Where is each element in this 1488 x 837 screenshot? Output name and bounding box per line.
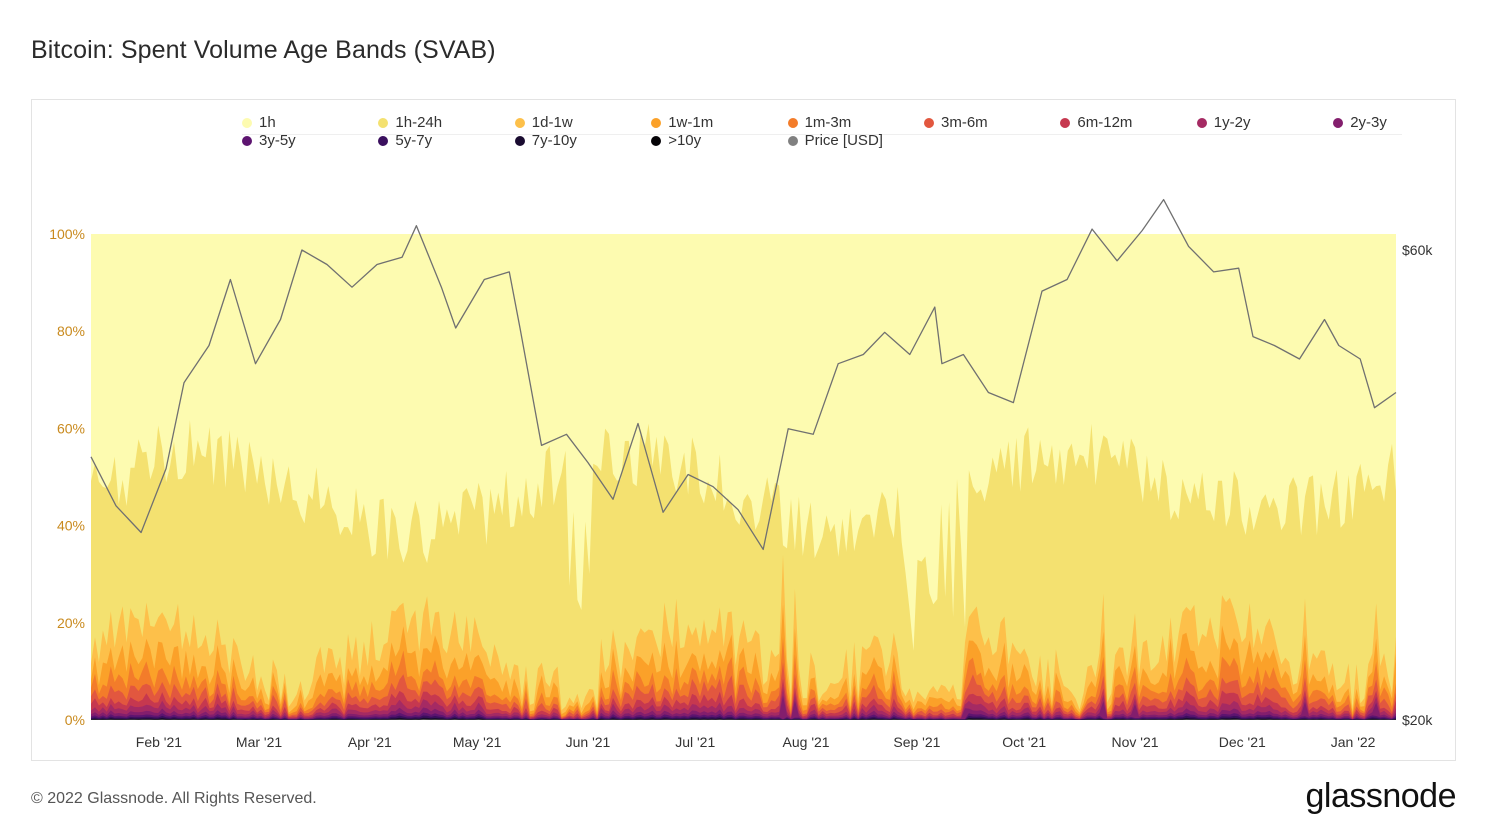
legend-item-7[interactable]: 6m-12m [1060, 114, 1132, 131]
legend-item-8[interactable]: 1y-2y [1196, 114, 1251, 131]
x-tick: Apr '21 [348, 734, 392, 750]
legend-item-1[interactable]: 1h [242, 114, 276, 131]
y-tick-right: $20k [1402, 712, 1433, 728]
y-tick-right: $60k [1402, 242, 1433, 258]
legend-label: 1d-1w [531, 114, 573, 131]
price-line [90, 198, 1397, 551]
legend-dot [787, 117, 798, 128]
legend-dot [378, 117, 389, 128]
legend-dot [514, 135, 525, 146]
x-tick: Jul '21 [675, 734, 715, 750]
legend-label: 1m-3m [804, 114, 852, 131]
legend-item-11[interactable]: 5y-7y [378, 132, 432, 149]
legend-dot [651, 117, 662, 128]
legend: 1h 1h-24h 1d-1w 1w-1m 1m-3m 3m-6m 6m-12m 1y-2y 2… [242, 114, 1402, 154]
x-tick: Jan '22 [1331, 734, 1376, 750]
x-tick: Jun '21 [566, 734, 611, 750]
copyright: © 2022 Glassnode. All Rights Reserved. [31, 790, 317, 807]
x-tick: Dec '21 [1219, 734, 1266, 750]
y-tick-left: 60% [57, 420, 85, 436]
x-tick: May '21 [453, 734, 502, 750]
legend-label: 1y-2y [1213, 114, 1251, 131]
legend-dot [514, 117, 525, 128]
legend-item-10[interactable]: 3y-5y [242, 132, 296, 149]
legend-label: 2y-3y [1350, 114, 1387, 131]
legend-label: 3m-6m [941, 114, 988, 131]
legend-dot [242, 135, 252, 146]
chart-title: Bitcoin: Spent Volume Age Bands (SVAB) [31, 36, 496, 64]
y-tick-left: 20% [57, 615, 85, 631]
y-tick-left: 0% [65, 712, 85, 728]
x-tick: Feb '21 [136, 734, 182, 750]
plot-area [90, 198, 1397, 720]
y-axis-right: $20k $60k [1402, 242, 1433, 728]
legend-dot [242, 117, 252, 128]
legend-item-9[interactable]: 2y-3y [1333, 114, 1387, 131]
brand-logo: glassnode [1305, 777, 1456, 815]
legend-label: Price [USD] [804, 132, 883, 149]
legend-dot [1333, 117, 1344, 128]
band-2y-3y [91, 695, 1396, 720]
legend-dot [378, 135, 389, 146]
y-tick-left: 40% [57, 518, 85, 534]
x-tick: Mar '21 [236, 734, 282, 750]
legend-item-2[interactable]: 1h-24h [378, 114, 442, 131]
legend-dot [1196, 117, 1207, 128]
legend-label: 1h [259, 114, 276, 131]
legend-item-6[interactable]: 3m-6m [924, 114, 988, 131]
legend-item-4[interactable]: 1w-1m [651, 114, 713, 131]
band-1y-2y [91, 687, 1396, 720]
legend-label: 1h-24h [395, 114, 443, 131]
x-tick: Oct '21 [1002, 734, 1046, 750]
legend-dot [924, 117, 934, 128]
legend-item-5[interactable]: 1m-3m [787, 114, 852, 131]
legend-label: 7y-10y [531, 132, 577, 149]
x-tick: Sep '21 [893, 734, 940, 750]
band-Price [USD] [91, 719, 1396, 720]
legend-label: 5y-7y [395, 132, 433, 149]
y-tick-left: 80% [57, 323, 85, 339]
x-tick: Aug '21 [783, 734, 830, 750]
legend-item-3[interactable]: 1d-1w [514, 114, 573, 131]
legend-dot [787, 135, 798, 146]
legend-divider [242, 134, 1402, 135]
y-tick-left: 100% [49, 226, 85, 242]
y-axis-left: 0% 20% 40% 60% 80% 100% [49, 226, 85, 728]
x-tick: Nov '21 [1111, 734, 1158, 750]
legend-label: 3y-5y [259, 132, 296, 149]
legend-label: 1w-1m [668, 114, 714, 131]
legend-label: 6m-12m [1077, 114, 1133, 131]
legend-item-13[interactable]: >10y [651, 132, 701, 149]
legend-dot [651, 135, 662, 146]
legend-item-12[interactable]: 7y-10y [514, 132, 577, 149]
legend-dot [1060, 117, 1071, 128]
x-axis: Feb '21 Mar '21 Apr '21 May '21 Jun '21 Jul '… [136, 734, 1376, 750]
legend-label: >10y [668, 132, 702, 149]
legend-item-14[interactable]: Price [USD] [787, 132, 883, 149]
